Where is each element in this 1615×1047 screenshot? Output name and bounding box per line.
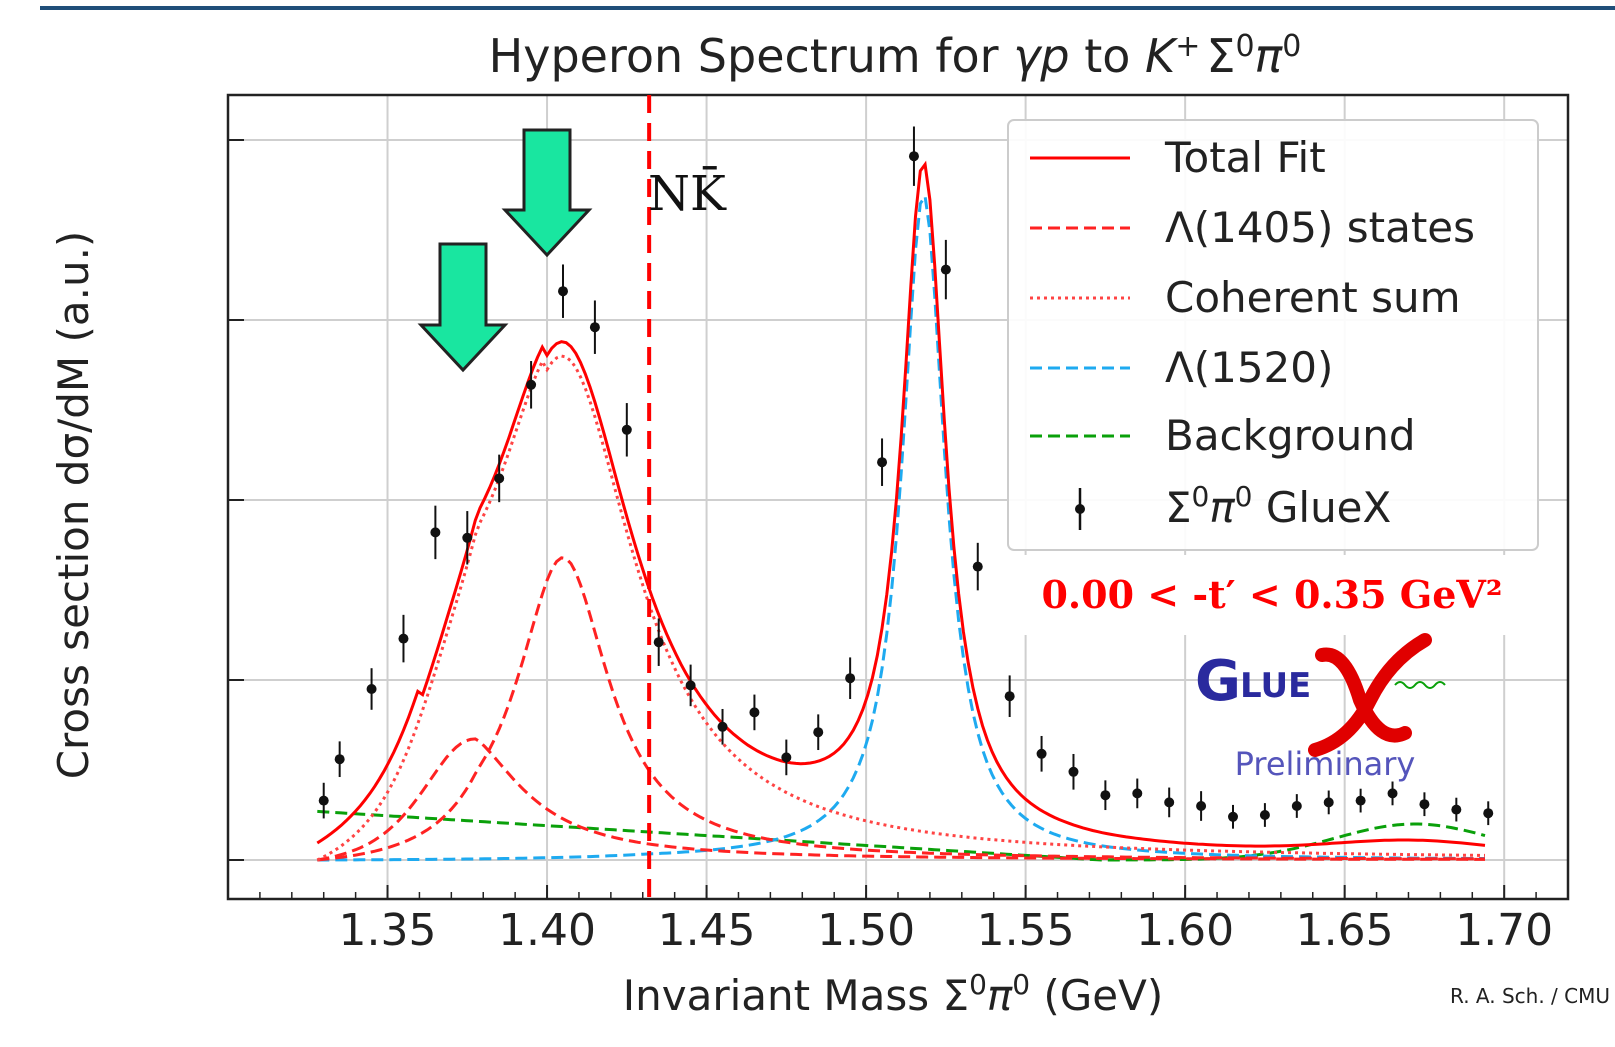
data-points	[318, 126, 1494, 829]
data-point	[1100, 790, 1111, 801]
data-point	[1355, 795, 1366, 806]
data-point	[494, 473, 505, 484]
data-point	[908, 151, 919, 162]
data-point	[334, 754, 345, 765]
data-point	[558, 286, 568, 297]
arrow-icon-left	[417, 242, 509, 373]
legend-swatch-data-dot	[1075, 504, 1085, 514]
data-point	[845, 673, 856, 684]
data-point	[940, 264, 951, 275]
data-point	[1196, 801, 1207, 811]
data-point	[1004, 691, 1015, 702]
legend-box	[1007, 119, 1539, 551]
legend-label-total: Total Fit	[1164, 133, 1326, 182]
data-point	[1451, 804, 1462, 815]
nk-threshold-label: NK̄	[648, 164, 727, 222]
data-point	[398, 633, 409, 644]
data-point	[589, 322, 600, 333]
data-point	[685, 680, 696, 691]
data-point	[462, 532, 473, 543]
legend-label-background: Background	[1165, 411, 1416, 460]
data-point	[526, 379, 537, 390]
data-point	[621, 424, 632, 435]
data-point	[1228, 811, 1238, 822]
data-point	[1259, 810, 1270, 820]
x-tick-label: 1.50	[817, 905, 915, 956]
x-tick-label: 1.35	[339, 905, 437, 956]
data-point	[717, 721, 728, 732]
data-point	[366, 684, 377, 694]
data-point	[972, 561, 983, 572]
x-tick-label: 1.60	[1136, 905, 1234, 956]
x-axis-label: Invariant Mass Σ0π0 (GeV)	[623, 968, 1164, 1020]
data-point	[1483, 808, 1494, 819]
data-point	[877, 457, 888, 468]
legend: Total Fit Λ(1405) states Coherent sum Λ(…	[1030, 133, 1475, 532]
data-point	[1068, 766, 1079, 777]
gluex-logo-text-small: LUE	[1240, 666, 1311, 706]
x-tick-label: 1.65	[1296, 905, 1394, 956]
background-curve	[317, 809, 1486, 862]
l1405-high-curve	[317, 556, 1485, 862]
data-point	[430, 527, 441, 538]
top-rule	[40, 6, 1615, 10]
y-axis-label: Cross section dσ/dM (a.u.)	[49, 231, 98, 780]
x-tick-label: 1.55	[977, 905, 1075, 956]
x-tick-label: 1.45	[658, 905, 756, 956]
data-point	[813, 727, 824, 738]
total-fit-curve	[316, 160, 1486, 848]
gluex-logo-text: G	[1195, 649, 1241, 714]
l1520-curve	[317, 192, 1485, 862]
data-point	[653, 637, 664, 648]
gluex-x-mark	[1308, 633, 1432, 757]
arrow-icon-right	[501, 128, 593, 258]
legend-label-data: Σ0π0 GlueX	[1165, 480, 1391, 532]
x-ticks: 1.35 1.40 1.45 1.50 1.55 1.60 1.65 1.70	[227, 885, 1569, 956]
data-point	[1036, 748, 1047, 759]
gluex-wave-mark	[1394, 681, 1446, 689]
x-tick-label: 1.40	[498, 905, 596, 956]
chart-title: Hyperon Spectrum for γp to K+ Σ0π0	[489, 29, 1302, 83]
fit-curves	[316, 160, 1486, 862]
data-point	[1323, 797, 1334, 808]
t-range-box	[1008, 555, 1538, 635]
data-point	[318, 795, 329, 806]
data-point	[1132, 788, 1143, 799]
l1405-low-curve	[317, 737, 1485, 862]
data-point	[1419, 799, 1430, 810]
y-ticks	[228, 139, 244, 861]
data-point	[1164, 797, 1175, 808]
t-range-label: 0.00 < -t′ < 0.35 GeV²	[1041, 572, 1502, 617]
data-point	[1291, 801, 1302, 811]
legend-label-coherent: Coherent sum	[1165, 273, 1461, 322]
data-point	[749, 707, 760, 718]
credit-label: R. A. Sch. / CMU	[1450, 984, 1610, 1008]
data-point	[781, 752, 792, 763]
data-point	[1387, 788, 1398, 799]
x-tick-label: 1.70	[1455, 905, 1553, 956]
coherent-sum-curve	[316, 354, 1485, 862]
gluex-logo: G LUE	[1195, 633, 1446, 757]
preliminary-label: Preliminary	[1235, 745, 1416, 783]
legend-label-l1405: Λ(1405) states	[1165, 203, 1475, 252]
legend-label-l1520: Λ(1520)	[1165, 343, 1333, 392]
